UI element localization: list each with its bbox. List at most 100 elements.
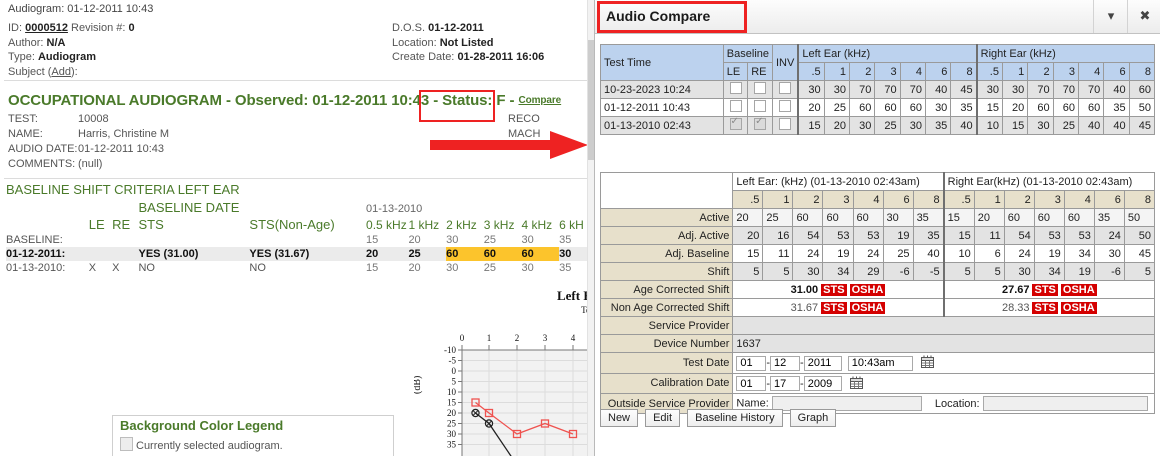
baseline-date-row: BASELINE DATE 01-13-2010 (6, 199, 594, 216)
row-freq-5: 35 (559, 234, 572, 246)
row-test-time[interactable]: 10-23-2023 10:24 (600, 80, 724, 99)
row-inv-checkbox-cell[interactable] (772, 116, 799, 135)
active-right-0[interactable]: 15 (942, 208, 975, 227)
shift-left-6: -5 (912, 262, 945, 281)
re-checkbox[interactable] (754, 115, 767, 130)
outside-name-input[interactable] (771, 396, 922, 412)
test-date-month-input[interactable] (736, 355, 767, 371)
detail-right-freq-3: 3 (1033, 190, 1065, 209)
header-left-freq-5: 6 (924, 62, 952, 81)
header-test-time[interactable]: Test Time (600, 44, 724, 81)
active-left-6[interactable]: 35 (912, 208, 945, 227)
calendar-icon[interactable] (920, 355, 934, 368)
active-left-1[interactable]: 25 (762, 208, 794, 227)
table-row[interactable]: 10-23-2023 10:24 30 30 70 70 70 40 45 30… (600, 80, 1156, 99)
new-button[interactable]: New (600, 409, 639, 427)
info-machine-label: MACH (508, 128, 541, 140)
sts-badge: STS (821, 283, 847, 296)
calibration-date-day-input[interactable] (770, 376, 801, 392)
active-left-2[interactable]: 60 (792, 208, 824, 227)
subject-add-link[interactable]: Add (51, 65, 71, 78)
row-test-time[interactable]: 01-13-2010 02:43 (600, 116, 724, 135)
baseline-shift-criteria-heading: BASELINE SHIFT CRITERIA LEFT EAR (6, 182, 240, 197)
active-left-4[interactable]: 60 (852, 208, 884, 227)
audiogram-chart: Left E Te (dB) (414, 288, 594, 456)
row-le-checkbox-cell[interactable] (722, 115, 749, 135)
close-icon[interactable]: ✖ (1127, 0, 1160, 33)
row-inv-checkbox-cell[interactable] (772, 98, 799, 117)
row-sts: NO (138, 262, 155, 274)
active-right-3[interactable]: 60 (1033, 208, 1065, 227)
active-right-2[interactable]: 60 (1003, 208, 1035, 227)
row-label-non-age-corrected: Non Age Corrected Shift (599, 298, 734, 317)
le-checkbox[interactable] (729, 82, 742, 94)
annotation-arrow-icon (430, 131, 588, 159)
row-inv-checkbox-cell[interactable] (772, 80, 799, 99)
active-left-3[interactable]: 60 (822, 208, 854, 227)
meta-subject-row[interactable]: Subject (Add): (8, 65, 78, 78)
scrollbar-thumb[interactable] (588, 40, 594, 160)
row-freq-1: 20 (408, 234, 421, 246)
info-audiodate-value: 01-12-2011 10:43 (78, 143, 165, 155)
calibration-date-month-input[interactable] (736, 376, 767, 392)
adj-active-right-4: 53 (1063, 226, 1095, 245)
inv-checkbox[interactable] (779, 118, 792, 130)
outside-location-input[interactable] (982, 396, 1148, 412)
row-re-checkbox-cell[interactable] (747, 115, 773, 135)
row-le-checkbox-cell[interactable] (722, 98, 749, 117)
info-comments-value: (null) (78, 158, 103, 170)
row-le-checkbox-cell[interactable] (722, 80, 749, 99)
re-checkbox[interactable] (754, 100, 767, 112)
meta-id-value[interactable]: 0000512 (25, 22, 68, 34)
cell-left-2: 60 (848, 98, 876, 117)
active-right-6[interactable]: 50 (1123, 208, 1156, 227)
active-right-4[interactable]: 60 (1063, 208, 1095, 227)
active-left-0[interactable]: 20 (732, 208, 764, 227)
row-le (89, 247, 112, 261)
audiogram-info-list: TEST: 10008 NAME: Harris, Christine M AUDI… (8, 112, 169, 172)
le-checkbox[interactable] (729, 115, 742, 130)
detail-right-freq-5: 6 (1093, 190, 1125, 209)
detail-right-ear-header: Right Ear(kHz) (01-13-2010 02:43am) (942, 172, 1155, 191)
table-row[interactable]: 01-12-2011 10:43 20 25 60 60 60 30 35 15… (600, 98, 1156, 117)
table-row: Shift 5 5 30 34 29 -6 -5 5 5 30 34 19 -6… (599, 262, 1156, 281)
service-provider-value[interactable] (732, 316, 1155, 335)
edit-button[interactable]: Edit (645, 409, 681, 427)
adj-active-left-3: 53 (822, 226, 854, 245)
inv-checkbox[interactable] (779, 100, 792, 112)
device-number-value[interactable]: 1637 (732, 334, 1155, 353)
inv-checkbox[interactable] (779, 82, 792, 94)
test-date-year-input[interactable] (803, 355, 842, 371)
table-row[interactable]: 01-13-2010 02:43 15 20 30 25 30 35 40 10… (600, 115, 1156, 135)
row-test-time[interactable]: 01-12-2011 10:43 (600, 98, 724, 117)
active-right-1[interactable]: 20 (973, 208, 1005, 227)
calibration-date-year-input[interactable] (803, 376, 842, 392)
header-right-freq-0: .5 (975, 62, 1003, 81)
chevron-down-icon[interactable]: ▾ (1093, 0, 1127, 33)
background-color-legend-title: Background Color Legend (116, 418, 288, 433)
baseline-history-button[interactable]: Baseline History (687, 409, 783, 427)
test-date-day-input[interactable] (770, 355, 801, 371)
test-date-time-input[interactable] (847, 355, 913, 371)
active-left-5[interactable]: 30 (882, 208, 914, 227)
age-corrected-right: 27.67 STS OSHA (942, 280, 1155, 299)
compare-link[interactable]: Compare (518, 95, 562, 106)
row-re-checkbox-cell[interactable] (747, 98, 773, 117)
info-audiodate-label: AUDIO DATE: (8, 143, 78, 155)
re-checkbox[interactable] (754, 82, 767, 94)
baseline-header-row: LE RE STS STS(Non-Age) 0.5 kHz 1 kHz 2 k… (6, 216, 594, 233)
graph-button[interactable]: Graph (789, 409, 837, 427)
calendar-icon[interactable] (849, 376, 863, 389)
row-freq-2: 30 (446, 234, 459, 246)
baseline-date-label: BASELINE DATE (138, 200, 240, 215)
row-re-checkbox-cell[interactable] (747, 80, 773, 99)
active-right-5[interactable]: 35 (1093, 208, 1125, 227)
row-freq-1: 25 (408, 248, 421, 260)
document-scrollbar[interactable] (587, 0, 594, 456)
meta-location-row: Location: Not Listed (392, 36, 544, 51)
cell-right-3: 70 (1052, 80, 1079, 99)
row-freq-4: 30 (521, 262, 534, 274)
detail-left-freq-2: 2 (792, 190, 824, 209)
le-checkbox[interactable] (729, 100, 742, 112)
svg-text:0: 0 (460, 333, 465, 343)
